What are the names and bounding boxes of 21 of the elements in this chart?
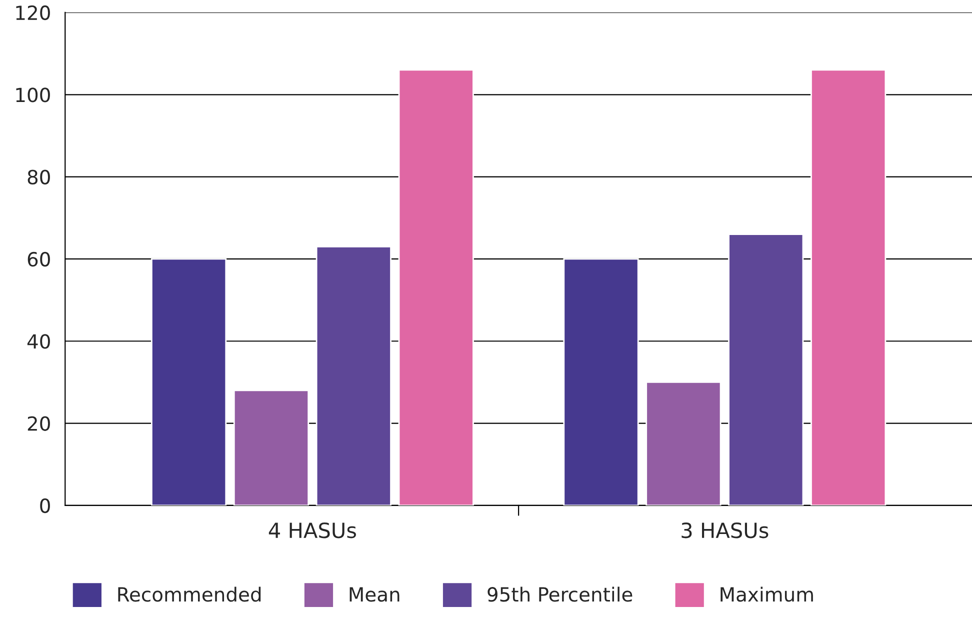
legend-label: Mean xyxy=(350,587,400,602)
bar xyxy=(810,69,886,506)
bar xyxy=(398,69,474,506)
y-tick-label: 100 xyxy=(16,88,50,102)
y-tick-label: 120 xyxy=(16,5,50,20)
x-tick-label: 3 HASUs xyxy=(682,522,768,538)
bar xyxy=(233,390,310,506)
y-tick-label: 60 xyxy=(28,252,50,267)
bar xyxy=(646,382,722,506)
bar xyxy=(728,234,804,506)
y-tick-label: 40 xyxy=(27,334,50,349)
y-tick-label: 0 xyxy=(40,498,50,514)
legend-label: Maximum xyxy=(720,586,813,602)
x-tick-label: 4 HASUs xyxy=(268,522,356,538)
bar xyxy=(316,246,392,506)
bar xyxy=(150,258,227,506)
legend-label: Recommended xyxy=(118,586,261,602)
y-tick-label: 20 xyxy=(28,416,50,431)
legend-label: 95th Percentile xyxy=(488,586,632,602)
bar xyxy=(563,258,639,506)
y-tick-label: 80 xyxy=(28,170,50,184)
